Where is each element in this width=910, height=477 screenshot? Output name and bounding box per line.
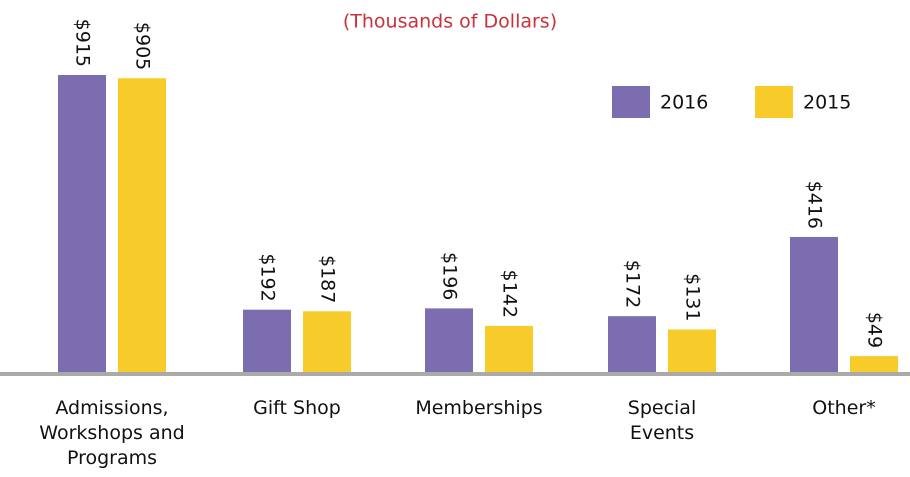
x-tick-label: Admissions, Workshops and Programs [39,397,185,469]
legend-swatch [755,86,793,118]
value-label: $416 [804,181,826,229]
value-label: $131 [682,273,704,321]
bar [303,311,351,372]
bar [58,75,106,372]
bar [425,308,473,372]
value-label: $187 [317,255,339,303]
value-label: $915 [72,19,94,67]
value-label: $192 [257,253,279,301]
x-tick-label: Gift Shop [253,397,341,419]
chart-title: (Thousands of Dollars) [343,11,557,33]
value-label: $172 [622,260,644,308]
bar [850,356,898,372]
x-tick-label: Special Events [627,397,697,444]
legend-label: 2015 [803,92,851,114]
bar [118,78,166,372]
bar [790,236,838,372]
value-label: $196 [439,252,461,300]
bar [668,329,716,372]
value-label: $49 [864,312,886,348]
bar [243,309,291,372]
legend-swatch [612,86,650,118]
x-tick-label: Other* [812,397,876,419]
x-tick-label: Memberships [415,397,543,419]
value-label: $905 [132,22,154,70]
value-label: $142 [499,270,521,318]
legend-label: 2016 [660,92,708,114]
bar [485,325,533,372]
bar [608,316,656,372]
